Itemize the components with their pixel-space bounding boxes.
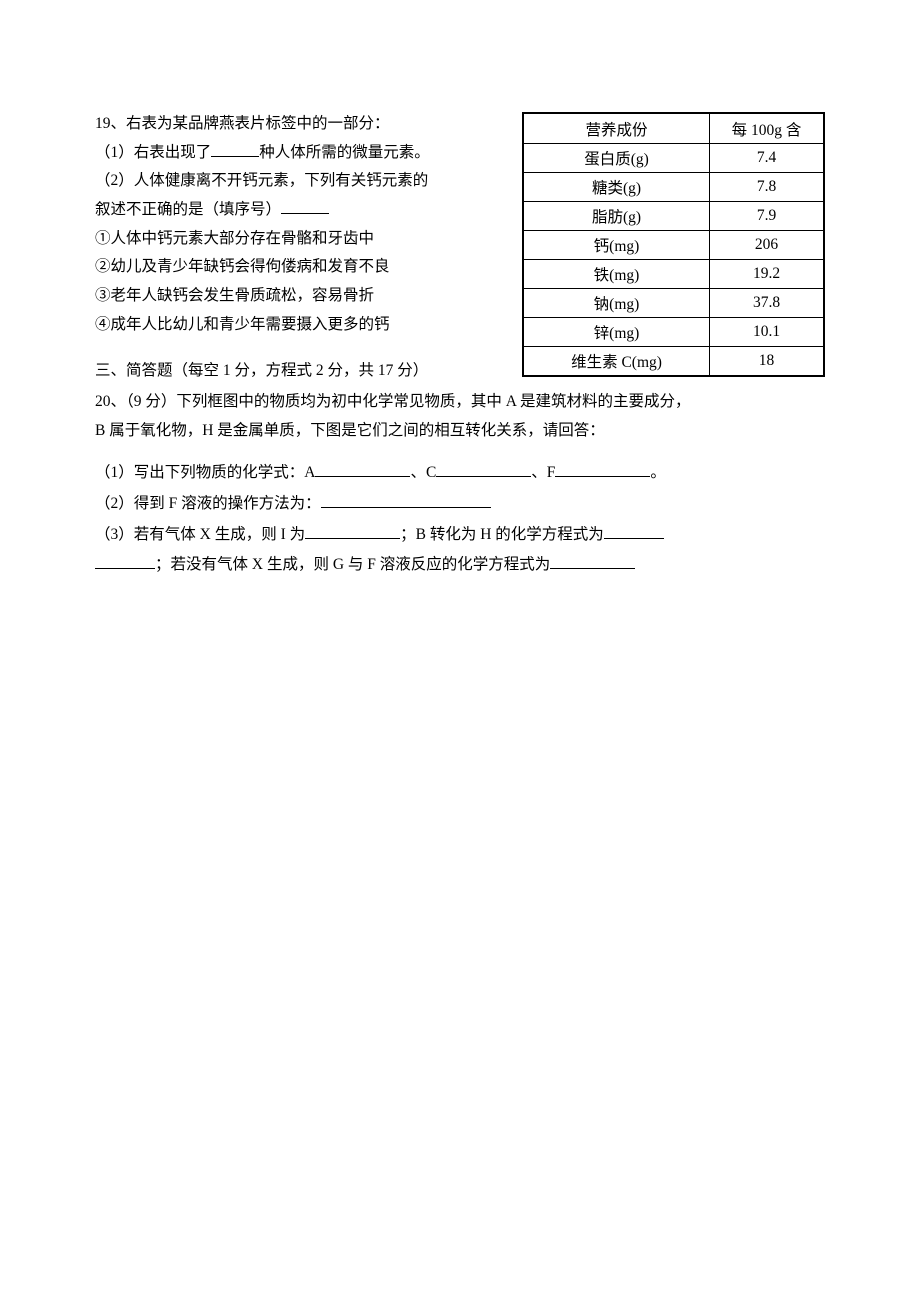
q19-part2b-line: 叙述不正确的是（填序号） xyxy=(95,196,504,225)
cell-value: 7.9 xyxy=(710,202,824,231)
cell-value: 19.2 xyxy=(710,260,824,289)
q20-p3-mid: ；B 转化为 H 的化学方程式为 xyxy=(400,526,604,543)
q19-opt3: ③老年人缺钙会发生骨质疏松，容易骨折 xyxy=(95,282,504,311)
question-20-block: 20、（9 分）下列框图中的物质均为初中化学常见物质，其中 A 是建筑材料的主要… xyxy=(95,388,825,580)
table-row: 糖类(g)7.8 xyxy=(524,173,824,202)
nutrition-table-wrap: 营养成份 每 100g 含 蛋白质(g)7.4 糖类(g)7.8 脂肪(g)7.… xyxy=(522,112,825,377)
cell-value: 10.1 xyxy=(710,318,824,347)
table-row: 蛋白质(g)7.4 xyxy=(524,144,824,173)
cell-value: 37.8 xyxy=(710,289,824,318)
table-row: 锌(mg)10.1 xyxy=(524,318,824,347)
q19-opt4: ④成年人比幼儿和青少年需要摄入更多的钙 xyxy=(95,311,504,340)
blank-equation-BH-bottom xyxy=(95,555,155,569)
th-nutrient: 营养成份 xyxy=(524,114,710,144)
blank-incorrect-option xyxy=(281,213,329,214)
question-19-block: 19、右表为某品牌燕表片标签中的一部分： （1）右表出现了 种人体所需的微量元素。… xyxy=(95,110,504,386)
cell-name: 维生素 C(mg) xyxy=(524,347,710,376)
cell-value: 7.4 xyxy=(710,144,824,173)
blank-method-F xyxy=(321,507,491,508)
q19-opt1: ①人体中钙元素大部分存在骨骼和牙齿中 xyxy=(95,225,504,254)
blank-microelements xyxy=(211,156,259,157)
q20-p3-pre: （3）若有气体 X 生成，则 I 为 xyxy=(95,526,305,543)
q20-p2-pre: （2）得到 F 溶液的操作方法为： xyxy=(95,495,321,512)
cell-value: 206 xyxy=(710,231,824,260)
cell-name: 糖类(g) xyxy=(524,173,710,202)
cell-name: 铁(mg) xyxy=(524,260,710,289)
q20-part3-line1: （3）若有气体 X 生成，则 I 为 ；B 转化为 H 的化学方程式为 xyxy=(95,521,825,550)
q20-p1-c: 、C xyxy=(410,464,436,481)
q19-part2a: （2）人体健康离不开钙元素，下列有关钙元素的 xyxy=(95,167,504,196)
table-row: 铁(mg)19.2 xyxy=(524,260,824,289)
table-row: 维生素 C(mg)18 xyxy=(524,347,824,376)
cell-value: 18 xyxy=(710,347,824,376)
cell-value: 7.8 xyxy=(710,173,824,202)
cell-name: 脂肪(g) xyxy=(524,202,710,231)
q19-part2b: 叙述不正确的是（填序号） xyxy=(95,201,281,218)
blank-formula-A xyxy=(315,476,410,477)
q20-p1-f: 、F xyxy=(531,464,555,481)
nutrition-table: 营养成份 每 100g 含 蛋白质(g)7.4 糖类(g)7.8 脂肪(g)7.… xyxy=(523,113,824,376)
cell-name: 钙(mg) xyxy=(524,231,710,260)
section3-heading: 三、简答题（每空 1 分，方程式 2 分，共 17 分） xyxy=(95,357,504,386)
q20-p1-end: 。 xyxy=(650,464,666,481)
th-per100g: 每 100g 含 xyxy=(710,114,824,144)
table-row: 钠(mg)37.8 xyxy=(524,289,824,318)
table-row: 脂肪(g)7.9 xyxy=(524,202,824,231)
q19-opt2: ②幼儿及青少年缺钙会得佝偻病和发育不良 xyxy=(95,253,504,282)
q20-p3-line2: ；若没有气体 X 生成，则 G 与 F 溶液反应的化学方程式为 xyxy=(155,556,550,573)
blank-formula-C xyxy=(436,476,531,477)
q20-subquestions: （1）写出下列物质的化学式：A 、C 、F 。 （2）得到 F 溶液的操作方法为： （… xyxy=(95,459,825,580)
table-row: 钙(mg)206 xyxy=(524,231,824,260)
blank-equation-BH-top xyxy=(604,525,664,539)
blank-substance-I xyxy=(305,538,400,539)
q20-stem-b: B 属于氧化物，H 是金属单质，下图是它们之间的相互转化关系，请回答： xyxy=(95,417,825,446)
q20-p1-pre: （1）写出下列物质的化学式：A xyxy=(95,464,315,481)
nutrition-tbody: 蛋白质(g)7.4 糖类(g)7.8 脂肪(g)7.9 钙(mg)206 铁(m… xyxy=(524,144,824,376)
q20-part1: （1）写出下列物质的化学式：A 、C 、F 。 xyxy=(95,459,825,488)
cell-name: 锌(mg) xyxy=(524,318,710,347)
q19-part1: （1）右表出现了 种人体所需的微量元素。 xyxy=(95,139,504,168)
q19-stem: 19、右表为某品牌燕表片标签中的一部分： xyxy=(95,110,504,139)
q19-part1-post: 种人体所需的微量元素。 xyxy=(259,144,430,161)
q20-part2: （2）得到 F 溶液的操作方法为： xyxy=(95,490,825,519)
blank-equation-GF xyxy=(550,568,635,569)
q20-stem-a: 20、（9 分）下列框图中的物质均为初中化学常见物质，其中 A 是建筑材料的主要… xyxy=(95,388,825,417)
table-header-row: 营养成份 每 100g 含 xyxy=(524,114,824,144)
cell-name: 钠(mg) xyxy=(524,289,710,318)
cell-name: 蛋白质(g) xyxy=(524,144,710,173)
blank-formula-F xyxy=(555,476,650,477)
q19-part1-pre: （1）右表出现了 xyxy=(95,144,211,161)
q20-part3-line2: ；若没有气体 X 生成，则 G 与 F 溶液反应的化学方程式为 xyxy=(95,551,825,580)
